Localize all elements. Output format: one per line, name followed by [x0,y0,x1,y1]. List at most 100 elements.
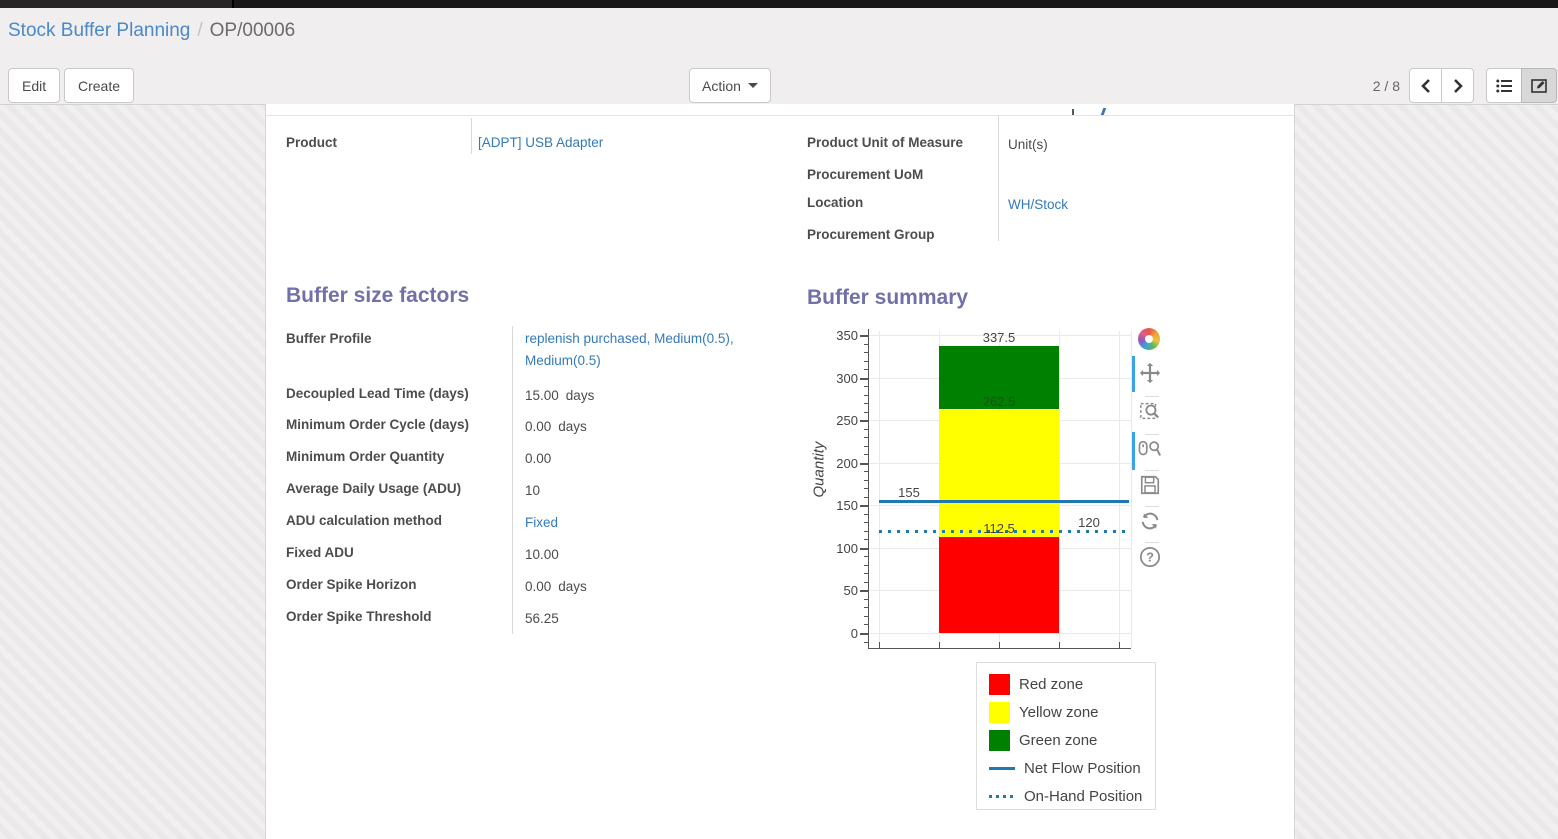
value-suffix: days [565,388,595,403]
adu-label: Average Daily Usage (ADU) [286,481,462,496]
value-number: 15.00 [525,388,559,403]
y-tick [864,454,868,456]
legend-label: Net Flow Position [1024,759,1141,777]
value-suffix: days [558,579,587,594]
form-view-button[interactable] [1521,68,1557,103]
value-suffix: days [558,419,587,434]
action-label: Action [702,77,741,94]
chart-annotation: 155 [898,485,920,501]
action-dropdown-button[interactable]: Action [689,68,771,103]
y-axis-spine [868,329,869,648]
y-tick [864,479,868,481]
reset-axes-icon[interactable] [1139,510,1163,534]
clipped-row-fragment [1072,109,1074,115]
chart-annotation: 120 [1078,514,1100,530]
list-view-icon [1496,79,1512,92]
green-zone-bar [939,345,1059,410]
modebar-separator [1145,470,1159,471]
y-tick [860,377,868,380]
product-field-value-link[interactable]: [ADPT] USB Adapter [478,135,604,150]
yellow-zone-swatch [989,701,1010,723]
on-hand-position-line [879,529,1129,533]
y-tick-label: 150 [836,498,858,514]
min-order-cycle-value: 0.00 days [525,418,587,435]
pager-previous-button[interactable] [1409,68,1442,103]
buffer-summary-chart: 0 50 100 150 200 250 300 350 337.5 262.5 112.5 155 1… [266,104,1296,839]
create-button[interactable]: Create [64,68,135,103]
red-zone-swatch [989,673,1010,695]
order-spike-horizon-label: Order Spike Horizon [286,577,417,592]
y-tick [864,488,868,490]
help-icon[interactable]: ? [1139,546,1163,570]
location-label: Location [807,195,864,210]
y-tick-label: 50 [843,583,858,599]
value-number: 0.00 [525,579,552,594]
chart-legend: Red zone Yellow zone Green zone Net Flow… [976,662,1156,810]
chevron-right-icon [1453,78,1463,93]
net-flow-position-line [879,500,1129,504]
y-tick-label: 250 [836,413,858,429]
y-tick-label: 100 [836,540,858,556]
procurement-uom-label: Procurement UoM [807,167,924,182]
legend-label: On-Hand Position [1024,787,1143,805]
order-spike-horizon-value: 0.00 days [525,578,587,595]
chevron-left-icon [1420,78,1430,93]
y-tick [864,513,868,515]
y-tick [864,522,868,524]
procurement-group-label: Procurement Group [807,227,935,242]
x-tick [1059,642,1060,648]
pager-next-button[interactable] [1441,68,1474,103]
y-tick-label: 200 [836,455,858,471]
edit-button[interactable]: Edit [8,68,61,103]
x-tick [999,642,1000,648]
legend-item-green-zone[interactable]: Green zone [989,729,1097,751]
pan-icon[interactable] [1139,362,1163,386]
green-zone-swatch [989,729,1010,751]
y-tick [864,437,868,439]
breadcrumb-current: OP/00006 [209,20,296,41]
gridline [879,331,880,648]
modebar-active-indicator [1132,432,1135,470]
legend-label: Green zone [1019,731,1098,749]
on-hand-dotted-swatch [989,794,1015,798]
chart-annotation: 112.5 [983,521,1015,537]
legend-item-on-hand[interactable]: On-Hand Position [989,785,1142,807]
legend-item-red-zone[interactable]: Red zone [989,673,1083,695]
y-tick [864,598,868,600]
legend-item-yellow-zone[interactable]: Yellow zone [989,701,1099,723]
y-tick [864,411,868,413]
y-axis-title: Quantity [810,441,828,498]
y-tick-label: 0 [850,626,858,641]
adu-method-label: ADU calculation method [286,513,443,528]
buffer-profile-value-link[interactable]: replenish purchased, Medium(0.5), Medium… [525,331,734,368]
save-image-icon[interactable] [1139,474,1163,498]
order-spike-threshold-label: Order Spike Threshold [286,609,432,624]
y-tick [864,581,868,583]
gridline [1131,331,1132,648]
control-panel: Stock Buffer Planning / OP/00006 Edit Crea… [0,8,1558,105]
location-value-link[interactable]: WH/Stock [1008,197,1069,212]
form-sheet: Product [ADPT] USB Adapter Product Unit … [265,104,1295,839]
y-tick [864,360,868,362]
list-view-button[interactable] [1486,68,1522,103]
legend-item-net-flow[interactable]: Net Flow Position [989,757,1141,779]
modebar-active-indicator [1132,356,1135,392]
box-zoom-icon[interactable] [1139,400,1163,424]
breadcrumb-separator: / [197,20,203,41]
y-tick [864,624,868,626]
y-tick [860,335,868,337]
y-tick [860,547,868,550]
min-order-quantity-value: 0.00 [525,451,552,466]
min-order-quantity-label: Minimum Order Quantity [286,449,445,464]
buffer-profile-label: Buffer Profile [286,331,372,346]
chevron-down-icon [747,83,758,88]
adu-method-value-link[interactable]: Fixed [525,515,559,530]
plotly-logo-icon[interactable] [1138,328,1162,352]
min-order-cycle-label: Minimum Order Cycle (days) [286,417,470,432]
breadcrumb-parent-link[interactable]: Stock Buffer Planning [8,20,191,41]
y-tick [860,420,868,423]
zoom-in-out-icon[interactable] [1138,438,1162,462]
x-tick [1119,642,1120,648]
y-tick [860,590,868,593]
y-tick-label: 300 [836,370,858,386]
